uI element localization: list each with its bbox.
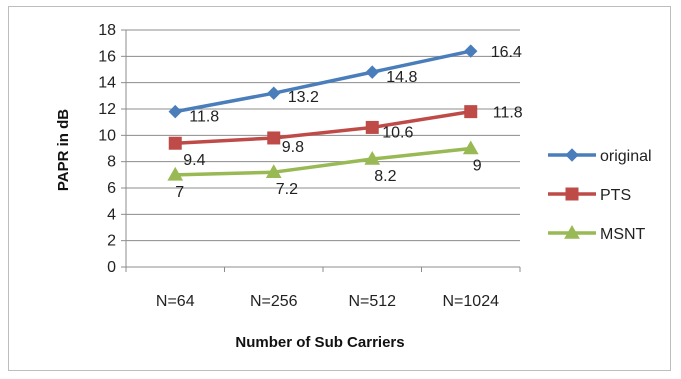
series <box>167 44 479 181</box>
y-tick-label: 0 <box>107 259 116 276</box>
series-line-original <box>173 49 473 114</box>
legend-label-original: original <box>600 148 652 165</box>
x-tick-label: N=512 <box>348 293 396 310</box>
y-axis-title: PAPR in dB <box>55 109 72 191</box>
data-point-original <box>365 65 379 79</box>
data-label-original: 14.8 <box>386 69 417 86</box>
data-label-original: 16.4 <box>491 44 522 61</box>
series-line-msnt <box>173 146 473 177</box>
legend-marker-original <box>565 148 579 162</box>
tick-labels: 0 2 4 6 8 10 12 14 16 18 N=64 N=256 N=512 N=1024 <box>98 22 499 310</box>
data-point-pts <box>267 131 281 145</box>
y-tick-label: 8 <box>107 154 116 171</box>
data-point-original <box>464 44 478 58</box>
x-tick-label: N=256 <box>250 293 298 310</box>
y-tick-label: 12 <box>98 101 116 118</box>
data-point-msnt <box>462 140 479 155</box>
legend-label-msnt: MSNT <box>600 226 646 243</box>
x-tick-label: N=64 <box>156 293 195 310</box>
data-label-msnt: 8.2 <box>374 168 396 185</box>
x-tick-label: N=1024 <box>443 293 500 310</box>
data-label-original: 13.2 <box>288 89 319 106</box>
legend-label-pts: PTS <box>600 187 631 204</box>
series-line-pts <box>173 109 473 145</box>
y-tick-label: 10 <box>98 127 116 144</box>
y-tick-label: 14 <box>98 75 116 92</box>
data-point-pts <box>365 120 379 134</box>
axes <box>121 29 521 272</box>
data-point-pts <box>464 105 478 119</box>
data-point-original <box>267 86 281 100</box>
y-tick-label: 4 <box>107 206 116 223</box>
y-tick-label: 16 <box>98 48 116 65</box>
data-point-msnt <box>364 151 381 165</box>
data-label-pts: 11.8 <box>493 105 523 122</box>
data-point-msnt <box>167 166 184 181</box>
data-label-pts: 10.6 <box>382 124 413 141</box>
gridlines <box>126 29 520 242</box>
y-tick-label: 18 <box>98 22 116 39</box>
data-label-msnt: 7 <box>175 184 184 201</box>
data-label-msnt: 9 <box>473 158 482 175</box>
x-axis-title: Number of Sub Carriers <box>235 334 404 351</box>
data-point-original <box>168 104 182 119</box>
y-tick-label: 2 <box>107 233 116 250</box>
data-point-pts <box>168 136 182 150</box>
y-tick-label: 6 <box>107 180 116 197</box>
data-label-pts: 9.8 <box>282 139 304 156</box>
data-point-msnt <box>265 164 282 178</box>
legend: original PTS MSNT <box>548 148 652 243</box>
data-label-pts: 9.4 <box>183 152 205 169</box>
legend-marker-pts <box>565 187 579 201</box>
legend-marker-msnt <box>564 224 580 239</box>
data-labels: 11.8 13.2 14.8 16.4 9.4 9.8 10.6 11.8 7 7.2 8.2 9 <box>175 44 523 201</box>
data-label-msnt: 7.2 <box>276 181 298 198</box>
data-label-original: 11.8 <box>189 109 219 126</box>
